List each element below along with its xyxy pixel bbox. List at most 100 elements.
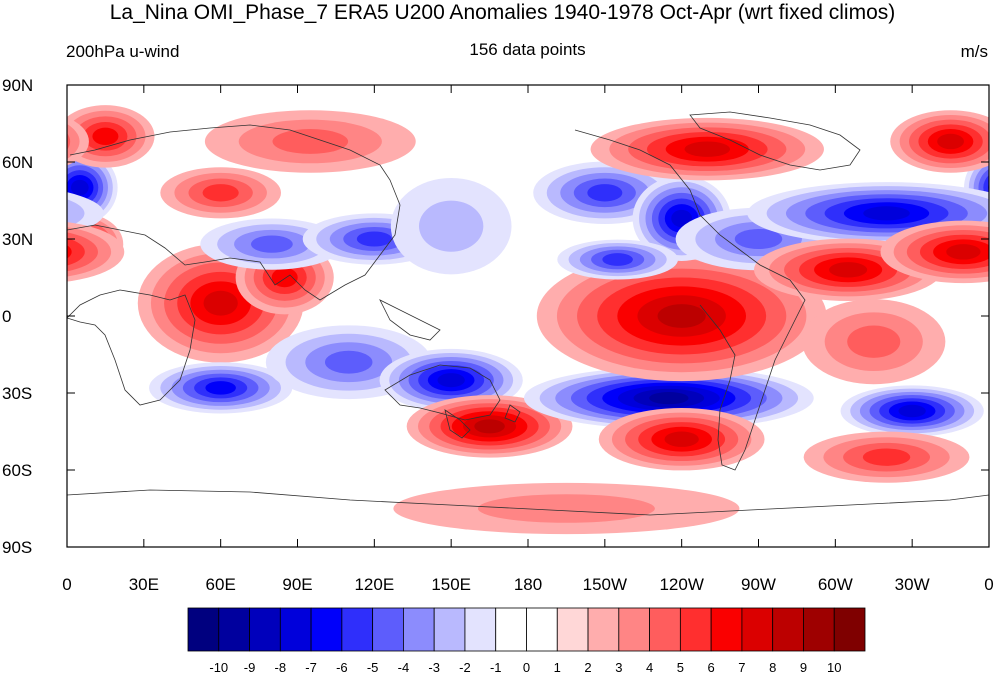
anomaly-contour-11-7: [437, 373, 465, 388]
colorbar-swatch: [310, 607, 343, 652]
anomaly-contour-25-7: [898, 404, 926, 418]
anomaly-contour-29-2: [418, 200, 484, 252]
lat-tick-label: 90S: [2, 538, 32, 557]
colorbar-label: 1: [554, 660, 561, 675]
anomaly-contour-wrap-24-6: [15, 134, 42, 149]
colorbar-label: -6: [336, 660, 348, 675]
colorbar-swatch: [741, 607, 774, 652]
anomaly-contour-wrap-24-2: [67, 124, 80, 159]
lon-tick-label: 150W: [583, 575, 627, 594]
anomaly-contour-22-6: [829, 262, 868, 278]
anomaly-contour-9-6: [205, 381, 236, 395]
anomaly-contour-20-4: [734, 228, 783, 250]
anomaly-contour-21-7: [863, 206, 910, 221]
anomaly-contour-4-6: [203, 290, 238, 316]
coastlines: [67, 111, 989, 516]
anomaly-contour-26-4: [862, 448, 911, 466]
anomaly-contour-2-5: [92, 127, 119, 145]
colorbar-label: -5: [367, 660, 379, 675]
lat-tick-label: 0: [2, 307, 11, 326]
anomaly-contour-wrap-21-2: [67, 199, 85, 228]
lon-tick-label: 150E: [431, 575, 471, 594]
anomaly-contour-wrap-2-2: [987, 129, 989, 144]
colorbar-label: 8: [769, 660, 776, 675]
colorbar-swatch: [464, 607, 497, 652]
lon-tick-label: 60W: [818, 575, 853, 594]
colorbar-swatch: [679, 607, 712, 652]
anomaly-contour-0-7: [70, 179, 89, 196]
colorbar-swatch: [803, 607, 835, 652]
anomaly-contour-wrap-2-3: [996, 116, 1005, 156]
anomaly-contour-wrap-23-4: [67, 238, 85, 266]
anomaly-contour-wrap-0-7: [993, 180, 1005, 196]
colorbar-swatch: [772, 607, 804, 652]
anomaly-contour-16-5: [587, 184, 623, 202]
colorbar-swatch: [556, 607, 589, 652]
colorbar-swatch: [587, 607, 620, 652]
anomaly-contour-3-4: [202, 184, 239, 202]
colorbar-swatch: [372, 607, 404, 652]
anomaly-contour-wrap-0-6: [988, 183, 989, 193]
lon-tick-label: 120E: [354, 575, 394, 594]
colorbar-swatch: [279, 607, 312, 652]
colorbar-swatch: [433, 607, 466, 652]
colorbar-label: -1: [490, 660, 502, 675]
anomaly-contour-19-6: [684, 141, 731, 157]
colorbar-label: 4: [646, 660, 653, 675]
colorbar-swatch: [649, 607, 681, 652]
colorbar-swatch: [341, 607, 374, 652]
lon-tick-label: 0: [62, 575, 71, 594]
colorbar-label: 7: [738, 660, 745, 675]
anomaly-contour-5-5: [271, 267, 298, 288]
lat-tick-label: 60S: [2, 461, 32, 480]
colorbar-label: 3: [615, 660, 622, 675]
lat-tick-label: 30S: [2, 384, 32, 403]
map-title: La_Nina OMI_Phase_7 ERA5 U200 Anomalies …: [109, 1, 896, 24]
colorbar-label: 10: [827, 660, 841, 675]
anomaly-contour-17-7: [671, 209, 693, 228]
anomaly-contour-wrap-21-5: [0, 198, 27, 228]
colorbar-swatch: [526, 607, 558, 652]
colorbar-label: 5: [677, 660, 684, 675]
units-label: m/s: [960, 42, 988, 61]
colorbar-label: -10: [209, 660, 228, 675]
anomaly-contour-18-5: [602, 253, 633, 266]
colorbar-label: 2: [584, 660, 591, 675]
data-points-label: 156 data points: [469, 40, 586, 59]
anomaly-contour-15-6: [664, 431, 699, 447]
anomaly-contour-7-5: [356, 231, 392, 247]
colorbar-swatch: [403, 607, 435, 652]
colorbar-label: 9: [800, 660, 807, 675]
lon-tick-label: 120W: [659, 575, 703, 594]
anomaly-contour-wrap-23-5: [67, 245, 72, 259]
latitude-axis: 90N 60N 30N 0 30S 60S 90S: [2, 76, 989, 557]
lon-tick-label: 0: [984, 575, 993, 594]
anomaly-field: [0, 105, 1005, 535]
colorbar-label: -8: [275, 660, 287, 675]
anomaly-contour-6-4: [250, 235, 293, 253]
colorbar-swatch: [710, 607, 743, 652]
anomaly-contour-28-2: [477, 494, 655, 523]
lat-tick-label: 30N: [2, 230, 33, 249]
lon-tick-label: 180: [514, 575, 542, 594]
lon-tick-label: 60E: [206, 575, 236, 594]
variable-label: 200hPa u-wind: [66, 42, 180, 61]
colorbar-label: -4: [398, 660, 410, 675]
lon-tick-label: 90E: [282, 575, 312, 594]
colorbar-swatch: [218, 607, 250, 652]
anomaly-contour-13-9: [649, 391, 689, 405]
anomaly-contour-24-6: [937, 133, 964, 150]
anomaly-contour-wrap-1-7: [992, 237, 1005, 251]
colorbar: -10 -9 -8 -7 -6 -5 -4 -3 -2 -1 0 1 2 3 4 5 6 7 8 9 10: [187, 607, 866, 675]
anomaly-contour-wrap-24-5: [6, 129, 52, 154]
anomaly-contour-27-3: [847, 325, 901, 358]
colorbar-label: 6: [708, 660, 715, 675]
colorbar-label: 0: [523, 660, 530, 675]
colorbar-label: -2: [459, 660, 471, 675]
lon-tick-label: 30W: [895, 575, 930, 594]
lon-tick-label: 90W: [741, 575, 776, 594]
colorbar-swatch: [495, 607, 527, 652]
colorbar-swatch: [618, 607, 650, 652]
anomaly-contour-wrap-24-3: [67, 133, 71, 150]
